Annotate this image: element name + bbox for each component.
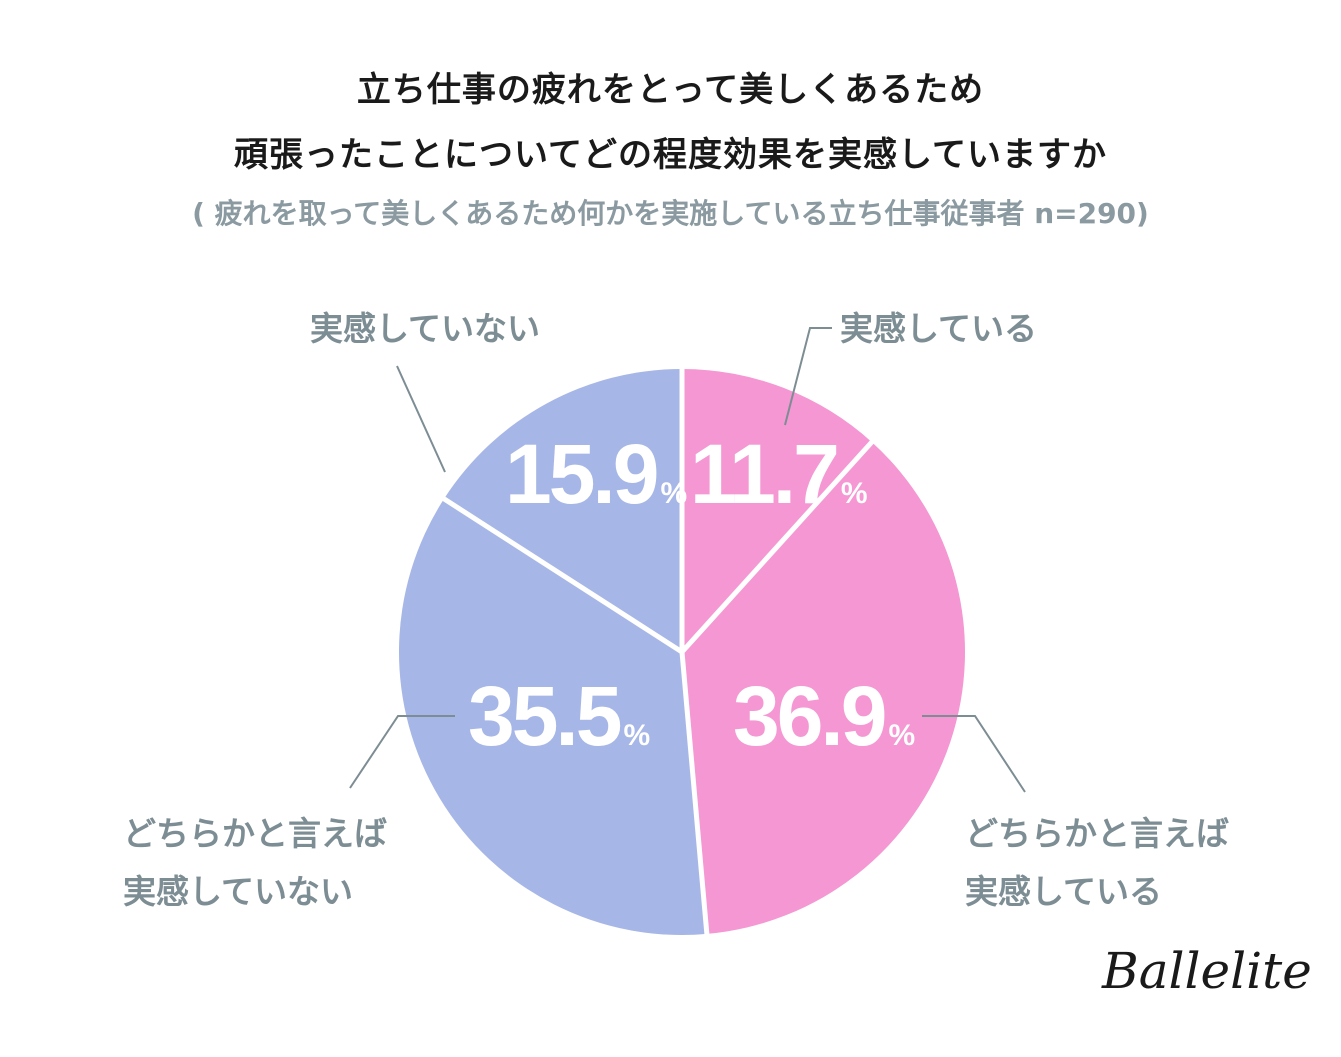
slice-divider [680,438,875,654]
chart-title-line-2: 頑張ったことについてどの程度効果を実感していますか [234,135,1107,175]
slice-value-unit: % [889,719,916,752]
pie-slice-dochiraka-jikkan-shiteiru [682,442,965,934]
slice-divider [440,495,684,655]
slice-value-jikkan-shiteiru: 11.7% [690,427,868,521]
leader-line-dochiraka-jikkan-shiteiru [922,715,1026,793]
leader-line-dochiraka-jikkan-shiteinai [349,715,455,789]
slice-label-jikkan-shiteiru: 実感している [840,309,1038,348]
slice-value-dochiraka-jikkan-shiteiru: 36.9% [733,669,915,763]
slice-value-jikkan-shiteinai: 15.9% [505,427,687,521]
slice-value-dochiraka-jikkan-shiteinai: 35.5% [468,669,650,763]
brand-logo: Ballelite [1102,942,1312,1000]
pie-slice-dochiraka-jikkan-shiteinai [399,498,707,935]
slice-divider [679,651,710,937]
slice-value-number: 11.7 [690,427,837,521]
slice-label-dochiraka-jikkan-shiteiru: どちらかと言えば 実感している [965,814,1229,911]
slice-value-unit: % [661,477,688,510]
slice-value-number: 15.9 [505,427,657,521]
pie-slice-jikkan-shiteiru [682,369,872,652]
slice-label-dochiraka-jikkan-shiteinai: どちらかと言えば 実感していない [123,814,387,911]
slice-value-number: 36.9 [733,669,885,763]
slice-label-jikkan-shiteinai: 実感していない [310,309,541,348]
slice-value-number: 35.5 [468,669,621,763]
pie-slice-jikkan-shiteinai [444,369,682,652]
chart-title-line-1: 立ち仕事の疲れをとって美しくあるため [356,70,985,110]
slice-value-unit: % [624,719,651,752]
leader-line-jikkan-shiteiru [784,327,832,426]
leader-line-jikkan-shiteinai [396,365,446,473]
slice-value-unit: % [841,477,868,510]
chart-subtitle: ( 疲れを取って美しくあるため何かを実施している立ち仕事従事者 n=290) [192,197,1149,230]
